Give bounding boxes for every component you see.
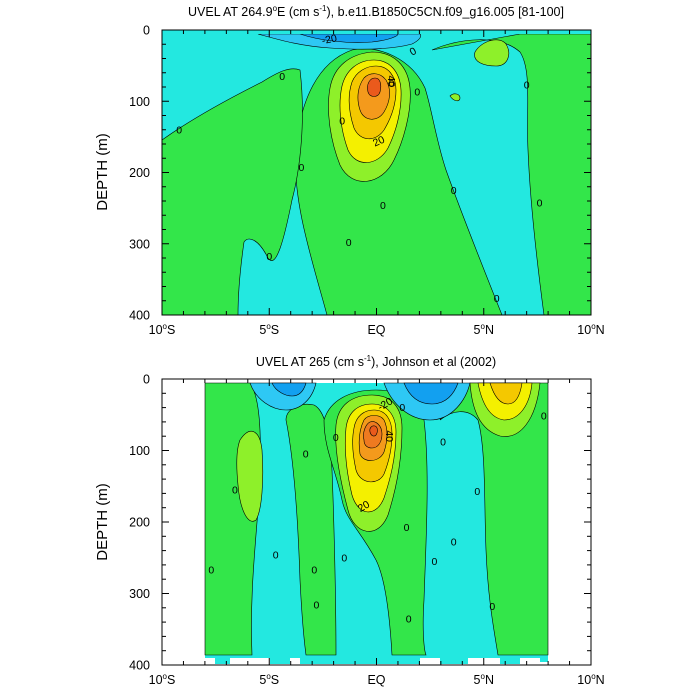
contour-band-neg-surface-east-inner bbox=[403, 382, 459, 405]
contour-label: 20 bbox=[356, 499, 372, 515]
contour-band-10-20-west bbox=[236, 431, 264, 522]
contour-label: 0 bbox=[232, 484, 238, 496]
panel-bottom-ylabel: DEPTH (m) bbox=[94, 483, 111, 561]
panel-top: UVEL AT 264.9oE (cm s-1), b.e11.B1850C5C… bbox=[94, 4, 605, 337]
contour-band-0-10-west bbox=[162, 68, 303, 315]
x-tick-label: 5oN bbox=[474, 322, 494, 337]
x-tick-label: 10oN bbox=[577, 322, 604, 337]
contour-label: 0 bbox=[474, 486, 480, 498]
y-tick-label: 0 bbox=[143, 24, 150, 38]
contour-band-10-20-north bbox=[474, 39, 509, 67]
contour-label: 0 bbox=[333, 432, 339, 444]
y-tick-label: 400 bbox=[129, 309, 150, 323]
contour-label: 0 bbox=[314, 599, 320, 611]
contour-label: 0 bbox=[489, 601, 495, 613]
contour-label: 0 bbox=[494, 293, 500, 305]
contour-band-neg-surface-inner bbox=[299, 33, 399, 43]
contour-label: 0 bbox=[380, 200, 386, 212]
contour-label: 0 bbox=[389, 78, 395, 90]
contour-band-0-10-mid-west bbox=[285, 403, 337, 656]
panel-bottom-title: UVEL AT 265 (cm s-1), Johnson et al (200… bbox=[256, 354, 496, 369]
contour-band-neg-surface-west-inner bbox=[271, 382, 307, 397]
contour-label: 0 bbox=[404, 522, 410, 534]
y-tick-label: 400 bbox=[129, 659, 150, 673]
contour-label: 0 bbox=[399, 402, 405, 414]
contour-label: 40 bbox=[385, 75, 397, 87]
x-tick-label: 5oS bbox=[259, 672, 279, 687]
euc-band-max bbox=[369, 425, 378, 437]
contour-label: 0 bbox=[176, 124, 182, 136]
contour-label: 0 bbox=[414, 86, 420, 98]
x-tick-label: 10oS bbox=[149, 322, 176, 337]
contour-label: 0 bbox=[341, 552, 347, 564]
y-tick-label: 200 bbox=[129, 516, 150, 530]
contour-label: 0 bbox=[279, 71, 285, 83]
necc-band-30-40 bbox=[489, 382, 523, 405]
contour-label: 0 bbox=[541, 411, 547, 423]
contour-label: 0 bbox=[408, 45, 419, 58]
contour-label: 0 bbox=[339, 116, 345, 128]
y-tick-label: 100 bbox=[129, 444, 150, 458]
contour-label: 0 bbox=[208, 564, 214, 576]
panel-bottom: UVEL AT 265 (cm s-1), Johnson et al (200… bbox=[94, 354, 605, 687]
euc-band-max bbox=[367, 77, 382, 97]
contour-label: 40 bbox=[383, 430, 395, 442]
contour-label: 0 bbox=[524, 79, 530, 91]
contour-label: 0 bbox=[266, 251, 272, 263]
x-tick-label: 5oS bbox=[259, 322, 279, 337]
x-tick-label: 5oN bbox=[474, 672, 494, 687]
x-tick-label: 10oN bbox=[577, 672, 604, 687]
contour-label: 0 bbox=[431, 556, 437, 568]
panel-top-ylabel: DEPTH (m) bbox=[94, 133, 111, 211]
panel-top-title: UVEL AT 264.9oE (cm s-1), b.e11.B1850C5C… bbox=[188, 4, 564, 19]
y-tick-label: 300 bbox=[129, 237, 150, 251]
contour-label: 0 bbox=[346, 237, 352, 249]
contour-label: 0 bbox=[303, 449, 309, 461]
contour-label: 0 bbox=[451, 185, 457, 197]
contour-label: 0 bbox=[440, 436, 446, 448]
contour-label: 0 bbox=[406, 614, 412, 626]
contour-label: 0 bbox=[273, 549, 279, 561]
y-tick-label: 300 bbox=[129, 587, 150, 601]
contour-label: 0 bbox=[299, 162, 305, 174]
y-tick-label: 100 bbox=[129, 95, 150, 109]
contour-label: 0 bbox=[537, 198, 543, 210]
contour-label: -20 bbox=[321, 32, 338, 47]
x-tick-label: 10oS bbox=[149, 672, 176, 687]
contour-label: 0 bbox=[311, 564, 317, 576]
contour-label: 20 bbox=[371, 134, 387, 150]
contour-label: 0 bbox=[451, 537, 457, 549]
small-lime-patch bbox=[449, 93, 461, 102]
y-tick-label: 200 bbox=[129, 166, 150, 180]
y-tick-label: 0 bbox=[143, 373, 150, 387]
x-tick-label: EQ bbox=[367, 323, 385, 337]
x-tick-label: EQ bbox=[367, 673, 385, 687]
